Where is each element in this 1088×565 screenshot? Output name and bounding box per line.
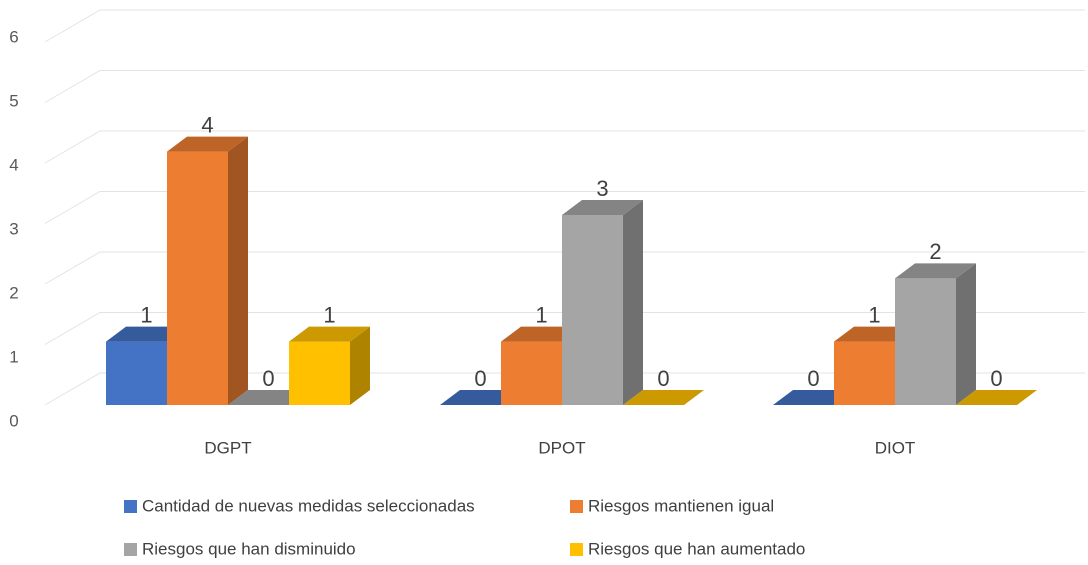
y-tick-label: 3 bbox=[9, 219, 18, 238]
bar-front bbox=[834, 341, 895, 405]
value-label: 4 bbox=[201, 112, 213, 137]
bar-front bbox=[167, 151, 228, 405]
bar-top bbox=[501, 326, 582, 342]
grid-line bbox=[44, 70, 1085, 103]
grid-line bbox=[44, 9, 1085, 43]
x-tick-label: DPOT bbox=[538, 438, 585, 457]
bar-front bbox=[289, 341, 350, 405]
bar-top bbox=[289, 326, 370, 342]
bar-top bbox=[773, 390, 854, 405]
value-label: 0 bbox=[990, 366, 1002, 391]
bar-front bbox=[895, 278, 956, 405]
bar-side bbox=[956, 263, 976, 405]
y-tick-label: 0 bbox=[9, 411, 18, 430]
value-label: 1 bbox=[868, 302, 880, 327]
bar bbox=[289, 326, 370, 405]
bar bbox=[773, 390, 854, 405]
legend-label: Riesgos mantienen igual bbox=[588, 496, 774, 515]
y-tick-label: 1 bbox=[9, 347, 18, 366]
bar-top bbox=[623, 390, 704, 405]
y-tick-label: 6 bbox=[9, 27, 18, 46]
bar-top bbox=[167, 136, 248, 152]
bar-top bbox=[834, 326, 915, 342]
bar bbox=[440, 390, 521, 405]
bar-top bbox=[440, 390, 521, 405]
value-label: 2 bbox=[929, 239, 941, 264]
bar bbox=[228, 390, 309, 405]
legend-swatch bbox=[570, 500, 583, 513]
grid-line bbox=[44, 251, 1085, 285]
legend-label: Cantidad de nuevas medidas seleccionadas bbox=[142, 496, 475, 515]
bar bbox=[623, 390, 704, 405]
bar bbox=[956, 390, 1037, 405]
bar-top bbox=[228, 390, 309, 405]
bar-front bbox=[501, 341, 562, 405]
bar-top bbox=[562, 200, 643, 215]
bar-side bbox=[350, 326, 370, 405]
x-tick-label: DIOT bbox=[875, 438, 916, 457]
legend-swatch bbox=[124, 500, 137, 513]
value-label: 0 bbox=[262, 366, 274, 391]
bar bbox=[895, 263, 976, 405]
bar-top bbox=[956, 390, 1037, 405]
bar-front bbox=[562, 215, 623, 405]
legend-label: Riesgos que han aumentado bbox=[588, 539, 805, 558]
legend-swatch bbox=[570, 543, 583, 556]
value-label: 0 bbox=[807, 366, 819, 391]
value-label: 0 bbox=[474, 366, 486, 391]
y-tick-label: 2 bbox=[9, 283, 18, 302]
bar-top bbox=[895, 263, 976, 279]
bar bbox=[562, 200, 643, 405]
grid-line bbox=[44, 130, 1085, 164]
bar-side bbox=[623, 200, 643, 405]
value-label: 1 bbox=[323, 302, 335, 327]
grid-line bbox=[44, 312, 1085, 345]
value-label: 3 bbox=[596, 176, 608, 201]
bar-front bbox=[106, 341, 167, 405]
grid-line bbox=[44, 191, 1085, 224]
y-tick-label: 5 bbox=[9, 91, 18, 110]
bar-top bbox=[106, 326, 187, 342]
legend-label: Riesgos que han disminuido bbox=[142, 539, 356, 558]
bar-side bbox=[228, 136, 248, 405]
legend-swatch bbox=[124, 543, 137, 556]
bar bbox=[167, 136, 248, 405]
value-label: 0 bbox=[657, 366, 669, 391]
y-tick-label: 4 bbox=[9, 155, 18, 174]
x-tick-label: DGPT bbox=[204, 438, 251, 457]
value-label: 1 bbox=[140, 302, 152, 327]
value-label: 1 bbox=[535, 302, 547, 327]
grid-line bbox=[44, 372, 1085, 406]
